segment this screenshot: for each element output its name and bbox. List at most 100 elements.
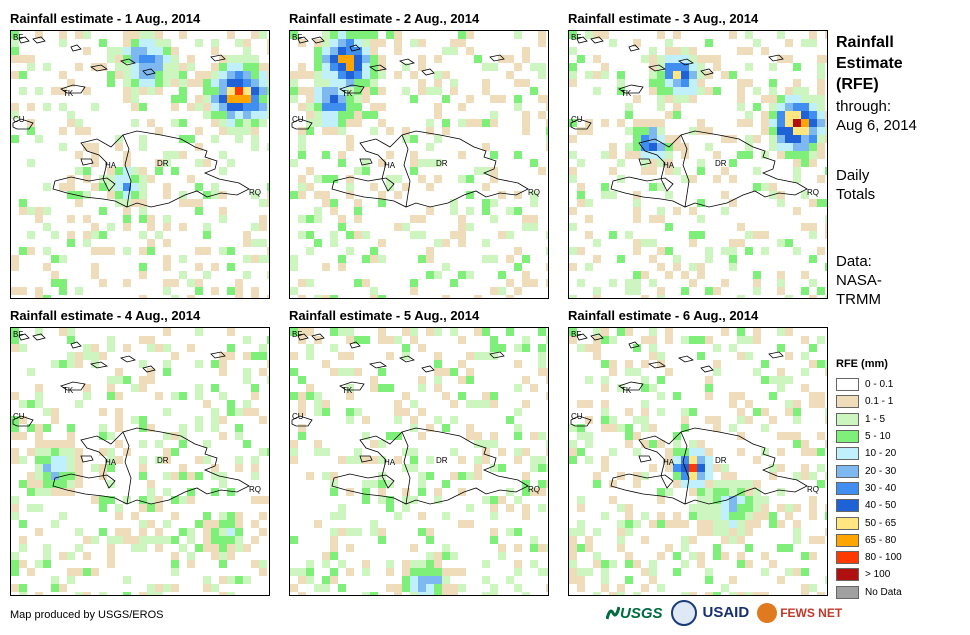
rainfall-cell <box>338 159 346 167</box>
rainfall-cell <box>243 103 251 111</box>
rainfall-cell <box>338 119 346 127</box>
rainfall-cell <box>59 31 67 39</box>
rainfall-cell <box>370 79 378 87</box>
rainfall-cell <box>378 528 386 536</box>
panel-title-6: Rainfall estimate - 6 Aug., 2014 <box>568 308 759 323</box>
rainfall-cell <box>370 255 378 263</box>
rainfall-cell <box>665 271 673 279</box>
rainfall-cell <box>139 55 147 63</box>
rainfall-cell <box>681 151 689 159</box>
rainfall-cell <box>227 408 235 416</box>
rainfall-cell <box>466 472 474 480</box>
island-coastline <box>18 333 30 341</box>
rainfall-cell <box>825 408 827 416</box>
rainfall-cell <box>418 384 426 392</box>
rainfall-cell <box>211 552 219 560</box>
rainfall-cell <box>75 63 83 71</box>
rainfall-cell <box>625 432 633 440</box>
rainfall-cell <box>649 183 657 191</box>
rainfall-cell <box>107 376 115 384</box>
rainfall-cell <box>235 424 243 432</box>
rainfall-cell <box>426 424 434 432</box>
rainfall-cell <box>298 63 306 71</box>
rainfall-cell <box>569 119 577 127</box>
rainfall-cell <box>123 151 131 159</box>
rainfall-cell <box>466 119 474 127</box>
rainfall-cell <box>147 239 155 247</box>
rainfall-cell <box>809 400 817 408</box>
rainfall-cell <box>346 47 354 55</box>
rainfall-cell <box>131 63 139 71</box>
rainfall-cell <box>713 512 721 520</box>
rainfall-cell <box>825 368 827 376</box>
rainfall-cell <box>314 215 322 223</box>
rainfall-cell <box>426 183 434 191</box>
rainfall-cell <box>59 512 67 520</box>
rainfall-cell <box>131 544 139 552</box>
rainfall-cell <box>235 576 243 584</box>
rainfall-cell <box>713 488 721 496</box>
rainfall-cell <box>314 103 322 111</box>
rainfall-cell <box>306 119 314 127</box>
rainfall-cell <box>267 191 269 199</box>
rainfall-cell <box>458 151 466 159</box>
rainfall-cell <box>91 223 99 231</box>
map-panel-5: BF TK CU HA DR RQ <box>289 327 549 596</box>
rainfall-cell <box>585 71 593 79</box>
rainfall-cell <box>474 464 482 472</box>
rainfall-cell <box>338 103 346 111</box>
rainfall-cell <box>729 255 737 263</box>
island-coastline <box>18 36 30 44</box>
rainfall-cell <box>99 592 107 595</box>
rainfall-cell <box>51 279 59 287</box>
rainfall-cell <box>793 175 801 183</box>
rainfall-cell <box>538 568 546 576</box>
rainfall-cell <box>657 440 665 448</box>
rainfall-cell <box>681 424 689 432</box>
island-coastline <box>700 365 714 373</box>
rainfall-cell <box>809 255 817 263</box>
island-coastline <box>291 415 313 427</box>
rainfall-cell <box>338 31 346 39</box>
rainfall-cell <box>306 167 314 175</box>
rainfall-cell <box>793 247 801 255</box>
island-coastline <box>339 84 365 94</box>
rainfall-cell <box>306 87 314 95</box>
rainfall-cell <box>633 143 641 151</box>
rainfall-cell <box>227 71 235 79</box>
rainfall-cell <box>330 512 338 520</box>
rainfall-cell <box>346 528 354 536</box>
rainfall-cell <box>569 528 577 536</box>
map-label-ha: HA <box>663 458 675 467</box>
rainfall-cell <box>163 151 171 159</box>
rainfall-cell <box>538 63 546 71</box>
rainfall-cell <box>131 183 139 191</box>
rainfall-cell <box>139 424 147 432</box>
island-coastline <box>638 455 652 463</box>
rainfall-cell <box>171 119 179 127</box>
rainfall-cell <box>530 215 538 223</box>
rainfall-cell <box>466 31 474 39</box>
rainfall-cell <box>19 55 27 63</box>
rainfall-cell <box>689 448 697 456</box>
rainfall-cell <box>450 368 458 376</box>
rainfall-cell <box>171 472 179 480</box>
rainfall-cell <box>227 344 235 352</box>
rainfall-cell <box>514 584 522 592</box>
rainfall-cell <box>681 63 689 71</box>
rainfall-cell <box>426 159 434 167</box>
rainfall-cell <box>546 231 548 239</box>
rainfall-cell <box>75 151 83 159</box>
rainfall-cell <box>633 368 641 376</box>
rainfall-cell <box>51 480 59 488</box>
rainfall-cell <box>418 231 426 239</box>
rainfall-cell <box>322 63 330 71</box>
rainfall-cell <box>386 568 394 576</box>
rainfall-cell <box>689 47 697 55</box>
rainfall-cell <box>19 207 27 215</box>
rainfall-cell <box>601 568 609 576</box>
rainfall-cell <box>83 352 91 360</box>
rainfall-cell <box>729 344 737 352</box>
rainfall-cell <box>267 103 269 111</box>
rainfall-cell <box>107 384 115 392</box>
